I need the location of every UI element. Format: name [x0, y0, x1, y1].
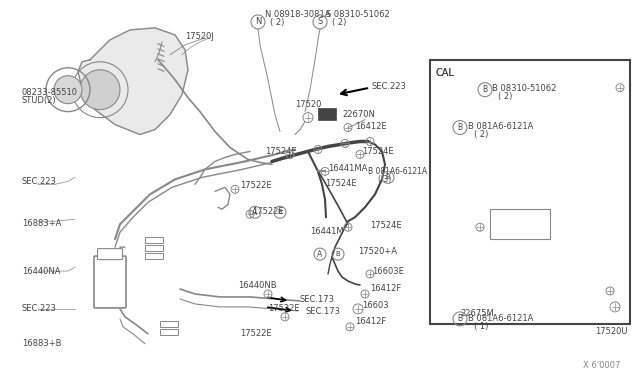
Text: 17522E: 17522E: [252, 207, 284, 216]
Bar: [160, 321, 178, 327]
Text: 16412F: 16412F: [355, 317, 387, 326]
Text: 17524E: 17524E: [325, 179, 356, 188]
Text: A: A: [252, 208, 258, 217]
Text: 16441MA: 16441MA: [328, 164, 367, 173]
Text: 17522E: 17522E: [268, 304, 300, 313]
Text: ( 2): ( 2): [498, 92, 513, 101]
Text: 16440NB: 16440NB: [238, 281, 276, 290]
Bar: [145, 237, 163, 243]
Text: 22675M: 22675M: [460, 309, 493, 318]
Text: B: B: [483, 85, 488, 94]
Text: SEC.173: SEC.173: [305, 307, 340, 316]
Text: B 081A6-6121A: B 081A6-6121A: [468, 122, 533, 131]
Bar: [145, 253, 163, 259]
Text: B 08310-51062: B 08310-51062: [492, 84, 556, 93]
Text: SEC.173: SEC.173: [300, 295, 335, 304]
Text: 17520J: 17520J: [185, 32, 214, 41]
FancyBboxPatch shape: [94, 256, 126, 308]
Text: B 081A6-6121A: B 081A6-6121A: [468, 314, 533, 323]
Text: B 081A6-6121A: B 081A6-6121A: [368, 167, 427, 176]
Polygon shape: [78, 28, 188, 135]
Text: S 08310-51062: S 08310-51062: [326, 10, 390, 19]
Text: S: S: [317, 17, 323, 26]
Text: 16883+B: 16883+B: [22, 339, 61, 348]
Text: B: B: [278, 209, 282, 215]
Text: B: B: [458, 314, 463, 323]
Text: CAL: CAL: [436, 68, 455, 78]
Text: 17522E: 17522E: [240, 182, 271, 190]
Text: B: B: [386, 174, 390, 180]
Text: 16441M: 16441M: [310, 227, 344, 236]
Text: 16603: 16603: [362, 301, 388, 310]
Text: 16440NA: 16440NA: [22, 267, 61, 276]
Text: 17524E: 17524E: [265, 147, 296, 157]
Text: 17520+A: 17520+A: [358, 247, 397, 256]
Text: N 08918-3081A: N 08918-3081A: [265, 10, 330, 19]
Text: 08233-85510: 08233-85510: [22, 88, 78, 97]
Text: 17520U: 17520U: [595, 327, 627, 336]
Text: SEC.223: SEC.223: [22, 304, 57, 313]
Circle shape: [54, 76, 82, 104]
Text: ( 2): ( 2): [332, 18, 346, 27]
Text: B: B: [335, 251, 340, 257]
Text: STUD(2): STUD(2): [22, 96, 56, 105]
Text: SEC.223: SEC.223: [22, 177, 57, 186]
Text: 17520: 17520: [295, 100, 321, 109]
Text: 16412E: 16412E: [355, 122, 387, 131]
Text: CAL: CAL: [436, 68, 455, 78]
Text: A: A: [317, 250, 323, 259]
Text: X 6’0007: X 6’0007: [582, 361, 620, 370]
Text: 16883+A: 16883+A: [22, 219, 61, 228]
Text: 16603E: 16603E: [372, 267, 404, 276]
Text: 16412F: 16412F: [370, 284, 401, 293]
Text: 22670N: 22670N: [342, 110, 375, 119]
FancyBboxPatch shape: [97, 248, 122, 260]
Circle shape: [80, 70, 120, 110]
Bar: [160, 329, 178, 335]
Text: ( 1): ( 1): [474, 322, 488, 331]
Text: 17522E: 17522E: [240, 329, 271, 338]
Text: ( 2): ( 2): [270, 18, 284, 27]
Text: B: B: [458, 123, 463, 132]
Bar: [145, 245, 163, 251]
Text: SEC.223: SEC.223: [372, 82, 407, 91]
Bar: [318, 108, 336, 119]
Text: 17524E: 17524E: [362, 147, 394, 157]
Text: ( 3): ( 3): [378, 175, 391, 185]
Text: ( 2): ( 2): [474, 129, 488, 138]
Bar: [490, 209, 550, 239]
Text: 17524E: 17524E: [370, 221, 402, 230]
Bar: [430, 60, 630, 324]
Text: N: N: [255, 17, 261, 26]
